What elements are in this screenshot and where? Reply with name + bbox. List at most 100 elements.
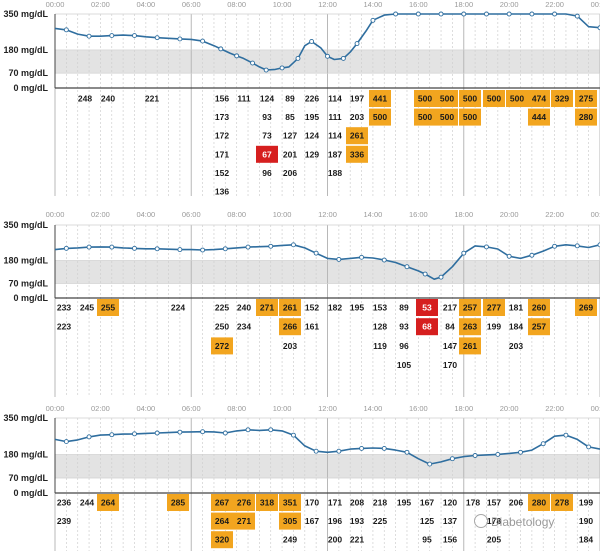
- x-tick-label: 06:00: [182, 0, 201, 9]
- reading-value: 221: [350, 535, 364, 545]
- x-tick-label: 00:00: [591, 404, 600, 413]
- reading-value: 257: [532, 322, 546, 332]
- data-point: [354, 41, 360, 47]
- data-point: [563, 432, 569, 438]
- reading-value: 111: [328, 112, 342, 122]
- x-tick-label: 02:00: [91, 210, 110, 219]
- data-point: [495, 451, 501, 457]
- reading-value: 272: [215, 341, 229, 351]
- data-point: [263, 67, 269, 73]
- data-point: [461, 11, 467, 17]
- reading-value: 93: [262, 112, 272, 122]
- reading-value: 276: [237, 498, 251, 508]
- x-tick-label: 06:00: [182, 210, 201, 219]
- reading-value: 196: [328, 516, 342, 526]
- reading-value: 170: [443, 360, 457, 370]
- data-point: [200, 38, 206, 44]
- x-tick-label: 12:00: [318, 404, 337, 413]
- reading-value: 320: [215, 535, 229, 545]
- reading-value: 171: [328, 498, 342, 508]
- x-tick-label: 08:00: [227, 404, 246, 413]
- reading-highlight: [346, 127, 368, 145]
- reading-highlight: [211, 494, 233, 511]
- reading-value: 127: [283, 131, 297, 141]
- reading-value: 205: [487, 535, 501, 545]
- x-tick-label: 22:00: [545, 210, 564, 219]
- reading-value: 224: [171, 303, 185, 313]
- reading-value: 444: [532, 112, 546, 122]
- x-tick-label: 00:00: [46, 0, 65, 9]
- x-tick-label: 18:00: [454, 404, 473, 413]
- reading-value: 178: [487, 516, 501, 526]
- reading-value: 318: [260, 498, 274, 508]
- data-point: [393, 11, 399, 17]
- x-tick-label: 14:00: [364, 210, 383, 219]
- reading-value: 67: [262, 149, 272, 159]
- data-point: [540, 441, 546, 447]
- x-tick-label: 08:00: [227, 0, 246, 9]
- reading-value: 500: [440, 112, 454, 122]
- data-point: [154, 430, 160, 436]
- data-point: [279, 65, 285, 71]
- data-point: [222, 246, 228, 252]
- reading-highlight: [551, 90, 573, 107]
- reading-highlight: [346, 145, 368, 163]
- y-tick-label: 350 mg/dL: [3, 220, 48, 230]
- reading-value: 156: [443, 535, 457, 545]
- data-point: [404, 264, 410, 270]
- data-point: [109, 244, 115, 250]
- x-tick-label: 04:00: [136, 210, 155, 219]
- reading-value: 197: [350, 94, 364, 104]
- watermark-text: Diabetology: [491, 515, 555, 529]
- data-point: [484, 244, 489, 250]
- data-point: [132, 431, 137, 437]
- data-point: [177, 36, 183, 42]
- reading-value: 182: [328, 303, 342, 313]
- data-point: [370, 17, 376, 23]
- reading-value: 264: [101, 498, 115, 508]
- reading-value: 105: [397, 360, 411, 370]
- reading-highlight: [256, 145, 278, 163]
- reading-value: 128: [373, 322, 387, 332]
- reading-value: 195: [305, 112, 319, 122]
- reading-highlight: [528, 108, 550, 126]
- data-point: [86, 33, 92, 39]
- x-tick-label: 04:00: [136, 404, 155, 413]
- reading-highlight: [528, 299, 550, 316]
- data-point: [290, 242, 296, 248]
- reading-highlight: [211, 512, 233, 530]
- reading-highlight: [279, 318, 301, 336]
- reading-value: 201: [283, 149, 297, 159]
- reading-highlight: [279, 494, 301, 511]
- data-point: [177, 247, 183, 253]
- reading-value: 261: [463, 341, 477, 351]
- y-tick-label: 70 mg/dL: [8, 473, 48, 483]
- reading-value: 184: [579, 535, 593, 545]
- reading-value: 199: [487, 322, 501, 332]
- data-point: [309, 39, 315, 44]
- x-tick-label: 10:00: [273, 210, 292, 219]
- x-tick-label: 18:00: [454, 210, 473, 219]
- y-tick-label: 180 mg/dL: [3, 255, 48, 265]
- data-point: [222, 430, 228, 436]
- data-point: [63, 439, 69, 445]
- x-tick-label: 00:00: [591, 0, 600, 9]
- reading-value: 114: [328, 131, 342, 141]
- data-point: [200, 247, 206, 253]
- data-point: [154, 35, 160, 41]
- reading-highlight: [211, 337, 233, 355]
- reading-value: 124: [305, 131, 319, 141]
- reading-value: 218: [373, 498, 387, 508]
- x-tick-label: 10:00: [273, 404, 292, 413]
- data-point: [313, 250, 319, 256]
- data-point: [132, 33, 137, 39]
- reading-value: 203: [350, 112, 364, 122]
- data-point: [359, 445, 365, 451]
- reading-value: 305: [283, 516, 297, 526]
- reading-value: 85: [285, 112, 295, 122]
- x-tick-label: 16:00: [409, 0, 428, 9]
- reading-highlight: [369, 90, 391, 107]
- x-tick-label: 00:00: [46, 404, 65, 413]
- x-tick-label: 12:00: [318, 210, 337, 219]
- reading-highlight: [414, 108, 436, 126]
